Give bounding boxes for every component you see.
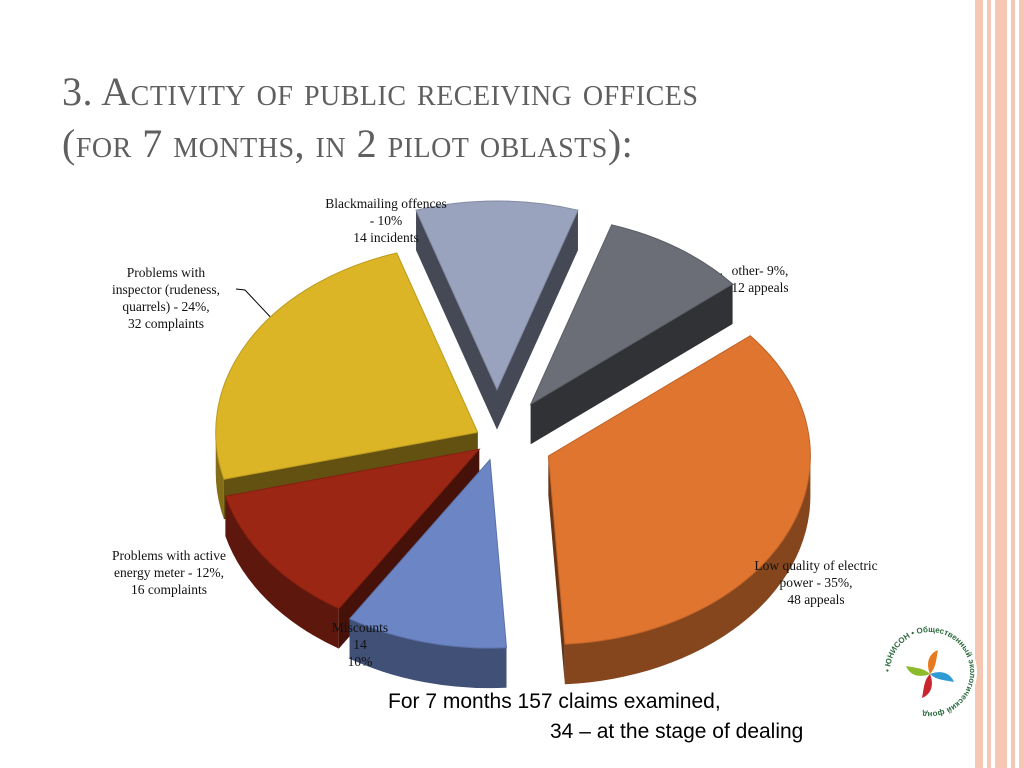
border-stripe <box>975 0 983 768</box>
slice-label-meter: Problems with active energy meter - 12%,… <box>112 548 226 597</box>
border-stripe <box>1019 0 1024 768</box>
title-line-2: (for 7 months, in 2 pilot oblasts): <box>62 121 634 166</box>
slice-label-blackmailing: Blackmailing offences - 10% 14 incidents <box>325 196 447 245</box>
pie-slice-miscounts <box>348 458 508 689</box>
summary-line-2: 34 – at the stage of dealing <box>550 720 804 743</box>
pie-slice-blackmailing <box>415 200 579 430</box>
unison-logo: • ЮНИСОН • Общественный экологический фо… <box>883 625 977 719</box>
pie-slice-low-quality <box>547 335 811 685</box>
border-stripe <box>1011 0 1015 768</box>
pie-slice-other <box>529 224 734 445</box>
leader-line-inspector <box>235 288 277 324</box>
slice-label-inspector: Problems with inspector (rudeness, quarr… <box>112 265 220 331</box>
border-stripe <box>987 0 991 768</box>
page-title: 3. Activity of public receiving offices … <box>62 66 698 170</box>
border-stripe <box>995 0 1007 768</box>
slice-label-other: other- 9%, 12 appeals <box>731 263 789 295</box>
title-line-1: 3. Activity of public receiving offices <box>62 69 699 114</box>
slice-label-miscounts: Miscounts 14 10% <box>331 620 389 669</box>
slice-label-low-quality: Low quality of electric power - 35%, 48 … <box>754 558 878 607</box>
summary-line-1: For 7 months 157 claims examined, <box>388 690 721 713</box>
